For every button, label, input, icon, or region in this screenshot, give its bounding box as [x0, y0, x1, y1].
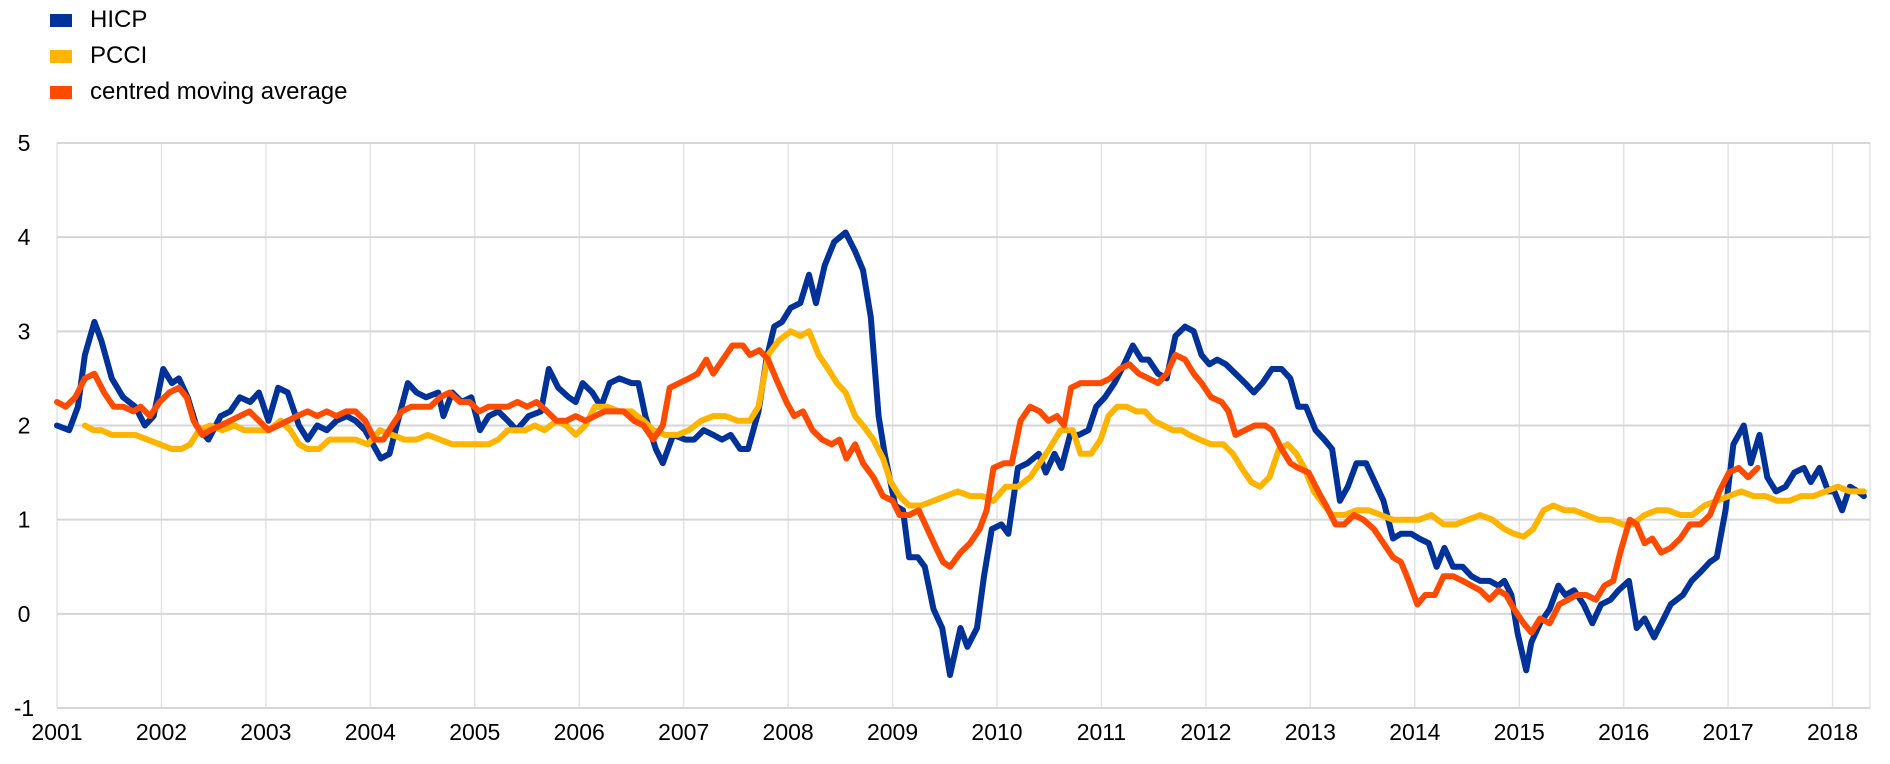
x-tick-label: 2001 [31, 719, 82, 745]
x-tick-label: 2007 [658, 719, 709, 745]
y-tick-label: 0 [18, 601, 31, 627]
y-tick-label: 5 [18, 130, 31, 156]
x-tick-label: 2018 [1807, 719, 1858, 745]
pcci-line [81, 328, 1867, 540]
x-tick-label: 2002 [136, 719, 187, 745]
legend-label-pcci: PCCI [90, 42, 148, 69]
legend-swatch-hicp [50, 13, 72, 27]
legend-item-hicp: HICP [50, 2, 347, 38]
moving-average-line [54, 342, 1761, 636]
x-tick-label: 2012 [1180, 719, 1231, 745]
y-tick-label: 2 [18, 413, 31, 439]
y-tick-label: -1 [14, 695, 34, 721]
hicp-line [54, 229, 1867, 678]
x-tick-label: 2003 [240, 719, 291, 745]
x-tick-label: 2009 [867, 719, 918, 745]
chart-legend: HICP PCCI centred moving average [50, 2, 347, 110]
y-tick-label: 1 [18, 507, 31, 533]
x-tick-label: 2015 [1494, 719, 1545, 745]
x-tick-label: 2008 [763, 719, 814, 745]
legend-swatch-pcci [50, 49, 72, 63]
y-tick-label: 3 [18, 318, 31, 344]
legend-label-moving-average: centred moving average [90, 78, 348, 105]
x-tick-label: 2011 [1077, 719, 1126, 745]
legend-item-pcci: PCCI [50, 38, 347, 74]
legend-label-hicp: HICP [90, 6, 148, 33]
x-tick-label: 2004 [345, 719, 396, 745]
y-tick-label: 4 [18, 224, 31, 250]
x-tick-label: 2016 [1598, 719, 1649, 745]
x-tick-label: 2006 [554, 719, 605, 745]
x-tick-label: 2013 [1285, 719, 1336, 745]
x-tick-label: 2014 [1389, 719, 1440, 745]
legend-swatch-moving-average [50, 85, 72, 99]
x-tick-label: 2017 [1703, 719, 1754, 745]
x-tick-label: 2010 [971, 719, 1022, 745]
x-tick-label: 2005 [449, 719, 500, 745]
legend-item-moving-average: centred moving average [50, 74, 347, 110]
